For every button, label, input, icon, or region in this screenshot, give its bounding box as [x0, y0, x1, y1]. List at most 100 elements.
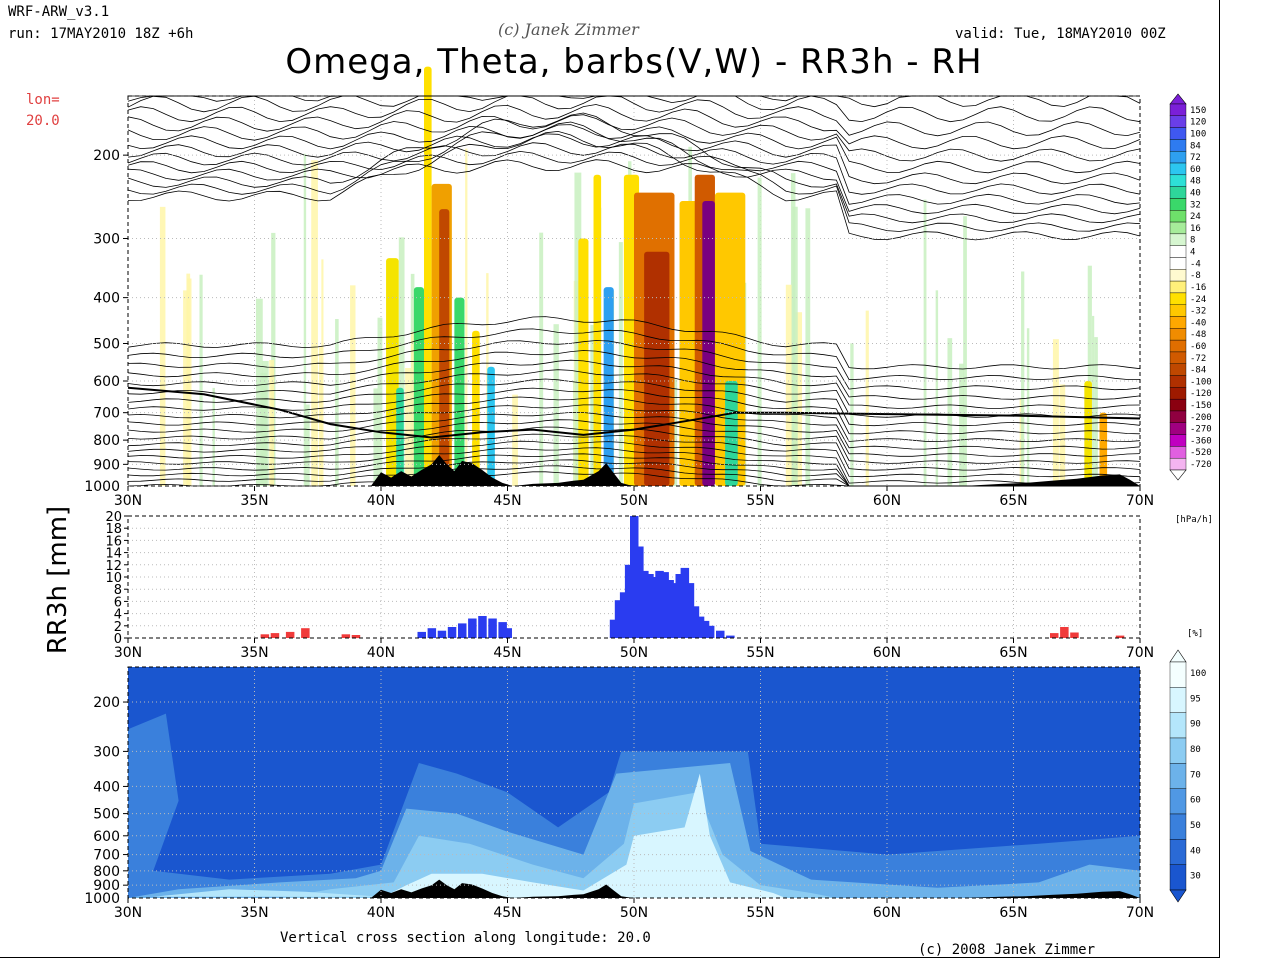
rh-colorbar-swatch: [1169, 661, 1187, 688]
rh-p-axis-tick-label: 300: [93, 744, 120, 760]
rh-colorbar-swatch: [1169, 864, 1187, 891]
omega-colorbar-swatch: [1169, 257, 1187, 270]
rh-p-axis-tick-label: 200: [93, 695, 120, 711]
omega-p-axis-tick-label: 400: [93, 291, 120, 307]
rh-colorbar-label: 80: [1190, 745, 1201, 755]
omega-streak: [795, 312, 803, 486]
omega-colorbar-swatch: [1169, 292, 1187, 305]
rr3h-y-tick-label: 6: [114, 595, 122, 610]
omega-x-axis-tick-label: 55N: [746, 493, 774, 509]
omega-column: [487, 366, 495, 486]
rr3h-bar: [726, 635, 735, 638]
omega-streak: [1052, 339, 1059, 486]
omega-colorbar-label: -720: [1190, 460, 1212, 470]
rh-colorbar-label: 90: [1190, 720, 1201, 730]
rh-band-90-low: [153, 889, 381, 897]
omega-colorbar-swatch: [1169, 245, 1187, 258]
omega-colorbar-label: -120: [1190, 389, 1212, 399]
theta-isoline: [127, 350, 1141, 400]
rr3h-bar: [695, 616, 705, 638]
theta-isoline: [127, 404, 1141, 450]
omega-colorbar-label: -72: [1190, 354, 1206, 364]
rr3h-y-tick-label: 16: [105, 534, 122, 549]
rh-p-axis-tick-label: 700: [93, 848, 120, 864]
omega-colorbar-swatch: [1169, 233, 1187, 246]
chart-title: Omega, Theta, barbs(V,W) - RR3h - RH: [285, 42, 983, 82]
omega-streak: [159, 206, 166, 486]
rh-p-tick-label: 1000: [84, 891, 120, 907]
rr3h-y-tick-label: 10: [105, 571, 122, 586]
omega-streak: [255, 298, 263, 486]
rr3h-x-axis-tick-label: 70N: [1126, 645, 1154, 661]
caption: Vertical cross section along longitude: …: [280, 930, 651, 946]
omega-colorbar-swatch: [1169, 210, 1187, 223]
rr3h-bar: [685, 583, 695, 638]
omega-colorbar-label: -24: [1190, 295, 1206, 305]
omega-column: [454, 297, 465, 486]
omega-colorbar-label: 8: [1190, 236, 1195, 246]
omega-column: [578, 238, 589, 486]
rr3h-x-axis-tick-label: 60N: [873, 645, 901, 661]
rh-colorbar-swatch: [1169, 813, 1187, 840]
omega-streak: [335, 319, 339, 486]
theta-isoline: [127, 387, 1141, 435]
rr3h-x-axis-tick-label: 45N: [493, 645, 521, 661]
rh-x-axis-tick-label: 45N: [493, 905, 521, 921]
omega-colorbar-swatch: [1169, 434, 1187, 447]
rr3h-bar: [630, 516, 639, 638]
omega-colorbar-swatch: [1169, 351, 1187, 364]
rr3h-x-axis-tick-label: 30N: [114, 645, 142, 661]
rh-panel-border: [127, 666, 1141, 899]
theta-isoline: [127, 130, 1141, 241]
omega-column: [472, 330, 480, 486]
omega-streak: [411, 331, 414, 486]
lon-value: 20.0: [26, 113, 60, 129]
rh-x-axis-tick-label: 55N: [746, 905, 774, 921]
omega-p-axis-tick-label: 500: [93, 337, 120, 353]
omega-streak: [512, 394, 518, 486]
omega-colorbar-label: 150: [1190, 106, 1206, 116]
rr3h-bar: [665, 580, 674, 638]
top-copyright: (c) Janek Zimmer: [498, 20, 639, 39]
rr3h-bar: [650, 577, 659, 638]
rr3h-bar: [427, 628, 437, 638]
omega-p-axis-tick-label: 800: [93, 433, 120, 449]
omega-colorbar-swatch: [1169, 115, 1187, 128]
rh-x-axis-tick-label: 40N: [367, 905, 395, 921]
rr3h-bar: [624, 564, 634, 638]
rh-p-axis-tick-label: 500: [93, 807, 120, 823]
theta-isoline: [127, 411, 1141, 457]
rr3h-bar: [1050, 633, 1059, 638]
rr3h-bar: [675, 574, 684, 638]
rr3h-bar: [619, 592, 629, 639]
omega-x-axis-tick-label: 40N: [367, 493, 395, 509]
omega-streak: [398, 237, 405, 486]
omega-streak: [792, 206, 798, 486]
rh-colorbar-bottom-arrow: [1169, 889, 1187, 903]
omega-streak: [183, 290, 189, 486]
omega-colorbar-label: -150: [1190, 401, 1212, 411]
omega-colorbar-label: -84: [1190, 366, 1206, 376]
omega-p-tick-label: 1000: [84, 479, 120, 495]
omega-colorbar-label: -60: [1190, 342, 1206, 352]
omega-streak: [318, 347, 323, 486]
figure-frame: [0, 0, 1220, 958]
theta-isoline: [127, 133, 1141, 185]
omega-colorbar-swatch: [1169, 280, 1187, 294]
rh-colorbar-swatch: [1169, 712, 1187, 739]
rh-colorbar-label: 40: [1190, 846, 1201, 856]
rh-colorbar-swatch: [1169, 687, 1187, 713]
rr3h-bar: [341, 634, 351, 638]
omega-column: [386, 258, 399, 486]
omega-streak: [865, 310, 869, 486]
theta-isoline: [127, 150, 1141, 205]
rr3h-bar: [437, 630, 447, 638]
rh-colorbar-label: 100: [1190, 669, 1206, 679]
omega-colorbar-swatch: [1169, 151, 1187, 164]
rr3h-bar: [670, 583, 679, 638]
thick-isoline: [127, 386, 1141, 439]
omega-x-axis-tick-label: 70N: [1126, 493, 1154, 509]
omega-streak: [935, 290, 939, 486]
omega-colorbar-label: -520: [1190, 448, 1212, 458]
rr3h-bar: [351, 635, 361, 639]
